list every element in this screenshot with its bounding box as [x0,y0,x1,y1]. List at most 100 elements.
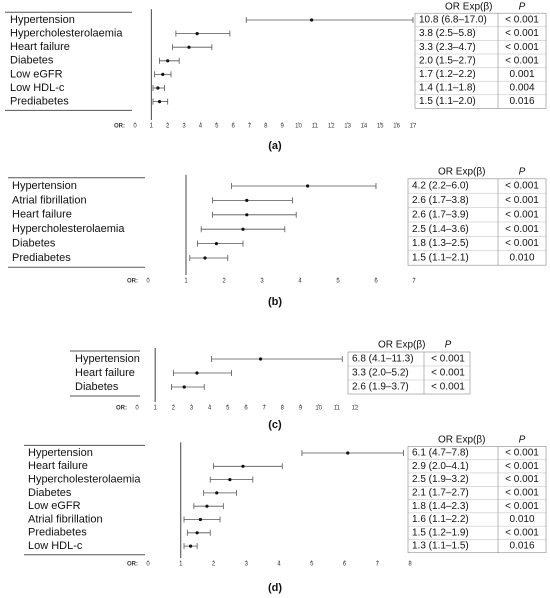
value-label: 4.2 (2.2–6.0) [412,181,469,192]
x-tick-label: 6 [374,279,378,285]
column-header: OR Exp(β) [438,167,485,178]
point-estimate [245,198,249,202]
category-label: Heart failure [75,367,135,379]
category-label: Prediabetes [28,527,87,539]
x-tick-label: 0 [146,562,150,568]
point-estimate [156,86,160,90]
column-header: OR Exp(β) [445,2,492,13]
column-header: P [519,167,526,178]
column-header: P [519,2,526,13]
x-axis-label: OR: [116,406,127,412]
panel-title: (c) [268,419,282,431]
category-label: Diabetes [10,55,54,67]
value-label: 2.6 (1.9–3.7) [352,382,409,393]
value-label: 3.3 (2.0–5.2) [352,368,409,379]
value-label: 2.6 (1.7–3.9) [412,209,469,220]
category-label: Hypertension [28,447,93,459]
value-label: 3.8 (2.5–5.8) [419,28,476,39]
x-tick-label: 9 [299,406,303,412]
x-tick-label: 4 [199,124,203,130]
p-value: < 0.001 [505,15,539,26]
point-estimate [182,385,186,389]
point-estimate [195,371,199,375]
category-label: Heart failure [12,209,72,221]
point-estimate [166,59,170,63]
p-value: < 0.001 [505,224,539,235]
x-axis-label: OR: [127,562,138,568]
point-estimate [195,31,199,36]
p-value: < 0.001 [505,527,539,538]
x-tick-label: 11 [334,406,341,412]
category-label: Prediabetes [12,252,71,264]
value-label: 10.8 (6.8–17.0) [419,15,487,26]
value-label: 6.8 (4.1–11.3) [352,354,414,365]
x-tick-label: 5 [310,562,314,568]
table-border [414,12,547,109]
x-tick-label: 10 [315,406,322,412]
value-label: 1.8 (1.3–2.5) [412,238,469,249]
x-tick-label: 7 [376,562,380,568]
value-label: 1.5 (1.1–2.0) [419,96,476,107]
x-tick-label: 1 [184,279,188,285]
p-value: < 0.001 [505,488,539,499]
category-label: Low eGFR [28,500,81,512]
point-estimate [188,544,193,548]
category-label: Hypercholesterolaemia [28,474,141,486]
point-estimate [187,45,191,49]
p-value: < 0.001 [505,474,539,485]
p-value: < 0.001 [431,368,465,379]
p-value: 0.016 [509,541,534,552]
p-value: 0.016 [509,96,534,107]
p-value: 0.001 [509,69,534,80]
p-value: < 0.001 [505,195,539,206]
value-label: 1.4 (1.1–1.8) [419,83,476,94]
x-tick-label: 12 [328,124,335,130]
point-estimate [245,213,249,217]
column-header: P [445,340,452,351]
point-estimate [161,72,165,76]
x-tick-label: 15 [377,124,384,130]
p-value: 0.010 [509,253,534,264]
x-tick-label: 0 [135,406,139,412]
x-tick-label: 9 [281,124,285,130]
x-tick-label: 16 [393,124,400,130]
x-tick-label: 8 [281,406,285,412]
category-label: Diabetes [12,238,56,250]
value-label: 2.5 (1.9–3.2) [412,474,469,485]
x-tick-label: 1 [150,124,154,130]
value-label: 1.6 (1.1–2.2) [412,514,469,525]
x-tick-label: 14 [361,124,368,130]
table-border [347,351,471,395]
x-tick-label: 10 [295,124,302,130]
panel-title: (a) [268,140,282,152]
p-value: < 0.001 [505,55,539,66]
x-tick-label: 11 [312,124,319,130]
point-estimate [258,357,263,361]
x-tick-label: 5 [215,124,219,130]
x-tick-label: 7 [412,279,416,285]
category-label: Hypertension [75,353,140,365]
value-label: 2.0 (1.5–2.7) [419,55,476,66]
value-label: 1.3 (1.1–1.5) [412,541,469,552]
category-label: Low HDL-c [10,82,65,94]
x-tick-label: 6 [231,124,235,130]
value-label: 3.3 (2.3–4.7) [419,42,476,53]
point-estimate [195,531,199,535]
point-estimate [306,184,310,188]
x-tick-label: 17 [410,124,417,130]
point-estimate [214,242,218,246]
point-estimate [241,464,245,468]
category-label: Low HDL-c [28,540,83,552]
category-label: Diabetes [28,487,72,499]
category-label: Hypercholesterolaemia [10,28,123,40]
category-label: Hypertension [10,14,75,26]
x-tick-label: 7 [248,124,252,130]
x-tick-label: 2 [166,124,170,130]
x-tick-label: 8 [264,124,268,130]
category-label: Atrial fibrillation [12,194,87,206]
p-value: 0.010 [509,514,534,525]
x-tick-label: 3 [260,279,264,285]
panel-title: (b) [268,296,282,308]
category-label: Heart failure [10,41,70,53]
category-label: Prediabetes [10,96,69,108]
